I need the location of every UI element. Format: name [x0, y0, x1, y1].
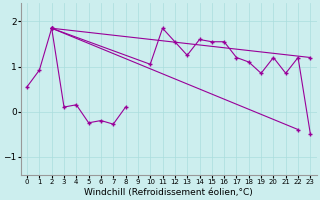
X-axis label: Windchill (Refroidissement éolien,°C): Windchill (Refroidissement éolien,°C) — [84, 188, 253, 197]
